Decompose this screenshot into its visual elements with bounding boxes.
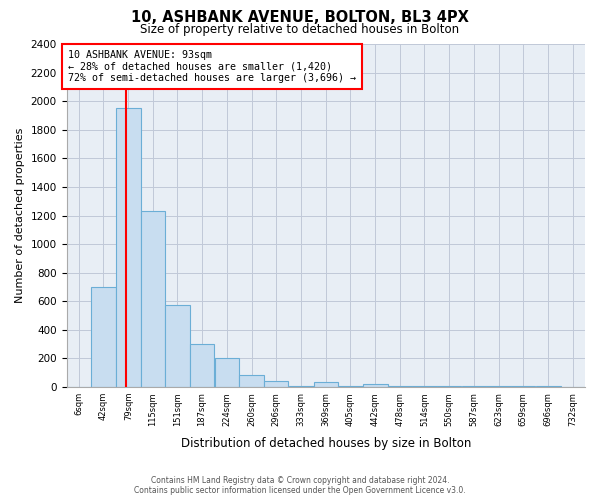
Text: 10 ASHBANK AVENUE: 93sqm
← 28% of detached houses are smaller (1,420)
72% of sem: 10 ASHBANK AVENUE: 93sqm ← 28% of detach…	[68, 50, 356, 83]
Bar	[190, 344, 214, 387]
Bar	[239, 375, 264, 387]
Bar	[511, 386, 535, 387]
Bar	[140, 211, 165, 387]
Y-axis label: Number of detached properties: Number of detached properties	[15, 128, 25, 303]
Bar	[314, 382, 338, 387]
X-axis label: Distribution of detached houses by size in Bolton: Distribution of detached houses by size …	[181, 437, 471, 450]
Bar	[536, 386, 560, 387]
Text: Size of property relative to detached houses in Bolton: Size of property relative to detached ho…	[140, 22, 460, 36]
Bar	[116, 108, 140, 387]
Bar	[462, 386, 487, 387]
Bar	[165, 305, 190, 387]
Bar	[338, 386, 362, 387]
Bar	[91, 287, 116, 387]
Bar	[289, 386, 314, 387]
Bar	[487, 386, 511, 387]
Bar	[388, 386, 412, 387]
Bar	[412, 386, 437, 387]
Text: Contains HM Land Registry data © Crown copyright and database right 2024.
Contai: Contains HM Land Registry data © Crown c…	[134, 476, 466, 495]
Text: 10, ASHBANK AVENUE, BOLTON, BL3 4PX: 10, ASHBANK AVENUE, BOLTON, BL3 4PX	[131, 10, 469, 25]
Bar	[264, 380, 289, 387]
Bar	[437, 386, 461, 387]
Bar	[215, 358, 239, 387]
Bar	[363, 384, 388, 387]
